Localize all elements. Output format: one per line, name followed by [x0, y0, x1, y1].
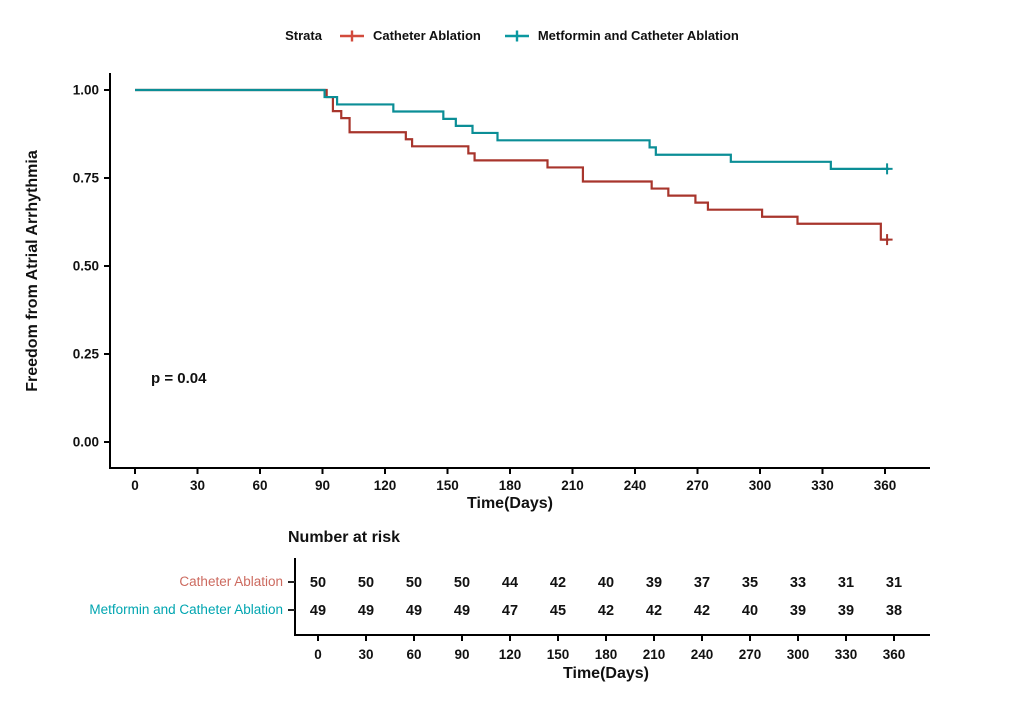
legend: Strata Catheter Ablation Metformin and Ca…: [0, 28, 1024, 43]
risk-count: 31: [886, 575, 902, 591]
y-tick-label: 1.00: [73, 83, 99, 98]
risk-count: 42: [694, 603, 710, 619]
x-tick-label: 300: [749, 478, 772, 493]
x-tick-label: 210: [561, 478, 584, 493]
risk-x-tick-label: 300: [787, 647, 810, 662]
risk-count: 45: [550, 603, 566, 619]
legend-items: Catheter Ablation Metformin and Catheter …: [338, 28, 739, 43]
x-tick-label: 180: [499, 478, 522, 493]
y-tick-label: 0.00: [73, 435, 99, 450]
risk-count: 50: [358, 575, 374, 591]
risk-x-tick-label: 30: [358, 647, 373, 662]
risk-table-title: Number at risk: [288, 529, 401, 546]
risk-count: 39: [838, 603, 854, 619]
risk-count: 42: [550, 575, 566, 591]
x-tick-label: 150: [436, 478, 459, 493]
risk-count: 39: [790, 603, 806, 619]
risk-x-tick-label: 240: [691, 647, 714, 662]
risk-x-tick-label: 120: [499, 647, 522, 662]
risk-count: 50: [310, 575, 326, 591]
risk-x-tick-label: 150: [547, 647, 570, 662]
risk-count: 49: [454, 603, 470, 619]
y-tick-label: 0.50: [73, 259, 99, 274]
risk-table-x-axis-title: Time(Days): [563, 665, 649, 682]
x-tick-label: 270: [686, 478, 709, 493]
x-tick-label: 120: [374, 478, 397, 493]
x-tick-label: 90: [315, 478, 330, 493]
risk-count: 40: [598, 575, 614, 591]
risk-count: 44: [502, 575, 518, 591]
legend-item-label: Catheter Ablation: [372, 28, 481, 43]
legend-title: Strata: [285, 28, 322, 43]
risk-count: 39: [646, 575, 662, 591]
risk-count: 35: [742, 575, 758, 591]
risk-count: 42: [598, 603, 614, 619]
censor-plus-icon: [504, 30, 529, 41]
risk-x-tick-label: 0: [314, 647, 322, 662]
risk-x-tick-label: 270: [739, 647, 762, 662]
risk-count: 49: [358, 603, 374, 619]
p-value-annotation: p = 0.04: [151, 370, 207, 387]
y-tick-label: 0.75: [73, 171, 100, 186]
km-curve-metformin-and-catheter-ablation: [135, 88, 890, 170]
x-tick-label: 0: [131, 478, 139, 493]
risk-count: 42: [646, 603, 662, 619]
y-tick-label: 0.25: [73, 347, 100, 362]
risk-x-tick-label: 90: [454, 647, 469, 662]
risk-count: 38: [886, 603, 902, 619]
risk-x-tick-label: 360: [883, 647, 906, 662]
risk-row-label-metformin-and-catheter-ablation: Metformin and Catheter Ablation: [89, 602, 283, 617]
km-curve-catheter-ablation: [135, 88, 890, 241]
legend-item-metformin-and-catheter-ablation: Metformin and Catheter Ablation: [503, 28, 739, 43]
risk-x-tick-label: 60: [406, 647, 421, 662]
risk-count: 31: [838, 575, 854, 591]
risk-count: 49: [406, 603, 422, 619]
x-tick-label: 60: [252, 478, 267, 493]
risk-count: 33: [790, 575, 806, 591]
risk-count: 50: [454, 575, 470, 591]
legend-item-catheter-ablation: Catheter Ablation: [338, 28, 481, 43]
x-tick-label: 360: [874, 478, 897, 493]
x-axis-title: Time(Days): [467, 495, 553, 512]
risk-count: 49: [310, 603, 326, 619]
x-tick-label: 30: [190, 478, 205, 493]
risk-count: 40: [742, 603, 758, 619]
x-tick-label: 330: [811, 478, 834, 493]
risk-x-tick-label: 180: [595, 647, 618, 662]
risk-row-label-catheter-ablation: Catheter Ablation: [179, 574, 283, 589]
risk-count: 50: [406, 575, 422, 591]
risk-x-tick-label: 330: [835, 647, 858, 662]
risk-x-tick-label: 210: [643, 647, 666, 662]
risk-count: 37: [694, 575, 710, 591]
censor-plus-icon: [339, 30, 364, 41]
risk-count: 47: [502, 603, 518, 619]
legend-item-label: Metformin and Catheter Ablation: [537, 28, 739, 43]
x-tick-label: 240: [624, 478, 647, 493]
